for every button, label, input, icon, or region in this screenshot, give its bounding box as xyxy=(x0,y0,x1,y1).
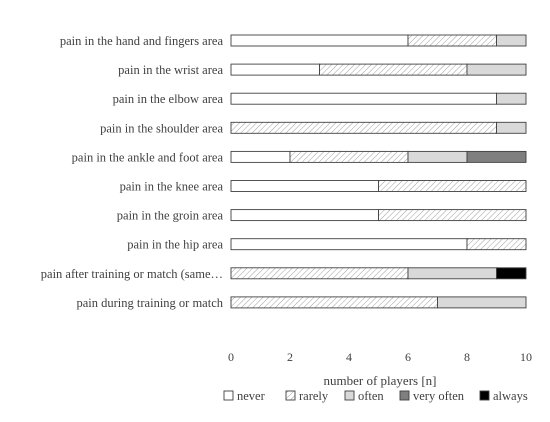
bar-segment-rarely xyxy=(230,267,409,280)
bar-segment-never xyxy=(230,34,409,47)
category-label: pain in the shoulder area xyxy=(100,121,223,135)
legend-label-very-often: very often xyxy=(413,389,465,403)
bar-segment-often xyxy=(407,267,497,280)
category-label: pain in the elbow area xyxy=(113,92,224,106)
legend-swatch-never xyxy=(223,390,234,401)
legend-label-often: often xyxy=(358,389,384,403)
category-label: pain in the hand and fingers area xyxy=(60,34,224,48)
bar-segment-rarely xyxy=(230,296,438,309)
x-tick-label: 0 xyxy=(228,350,234,364)
legend-swatch-always xyxy=(479,390,490,401)
bar-segment-often xyxy=(437,296,527,309)
bar-segment-rarely xyxy=(407,34,497,47)
bar-segment-often xyxy=(496,34,527,47)
bar-segment-never xyxy=(230,180,379,192)
category-label: pain in the knee area xyxy=(120,180,224,194)
category-label: pain in the groin area xyxy=(117,209,224,223)
x-tick-label: 10 xyxy=(520,350,532,364)
legend-swatch-very-often xyxy=(399,390,410,401)
category-label: pain during training or match xyxy=(77,296,224,310)
legend: never rarely often very often always xyxy=(223,389,528,403)
x-axis: 0 2 4 6 8 10 xyxy=(228,350,532,364)
category-label: pain after training or match (same… xyxy=(41,267,223,281)
bar-segment-often xyxy=(466,63,527,76)
bar-segment-never xyxy=(230,150,291,163)
bar-segment-rarely xyxy=(378,209,527,222)
x-tick-label: 8 xyxy=(464,350,470,364)
category-label: pain in the hip area xyxy=(127,238,223,252)
bar-segment-rarely xyxy=(466,238,527,251)
bar-segment-rarely xyxy=(289,150,409,163)
category-label: pain in the wrist area xyxy=(118,63,223,77)
bar-segment-never xyxy=(230,238,468,251)
x-tick-label: 6 xyxy=(405,350,411,364)
category-label: pain in the ankle and foot area xyxy=(72,150,224,164)
bar-segment-rarely xyxy=(230,121,497,134)
legend-swatch-often xyxy=(344,390,355,401)
bar-segment-never xyxy=(230,209,379,222)
bar-segment-rarely xyxy=(378,180,527,192)
bar-segment-rarely xyxy=(319,63,468,76)
bar-segment-often xyxy=(407,150,468,163)
x-axis-label: number of players [n] xyxy=(324,373,437,388)
bar-segment-often xyxy=(496,92,527,105)
bars-layer xyxy=(230,34,527,309)
bar-segment-very-often xyxy=(466,150,527,163)
legend-label-rarely: rarely xyxy=(299,389,329,403)
bar-segment-always xyxy=(496,267,527,280)
x-tick-label: 4 xyxy=(346,350,352,364)
legend-label-never: never xyxy=(237,389,266,403)
category-labels: pain in the hand and fingers area pain in… xyxy=(41,34,224,310)
legend-swatch-rarely xyxy=(285,390,296,401)
bar-segment-often xyxy=(496,121,527,134)
x-tick-label: 2 xyxy=(287,350,293,364)
bar-segment-never xyxy=(230,92,497,105)
bar-segment-never xyxy=(230,63,320,76)
legend-label-always: always xyxy=(493,389,528,403)
